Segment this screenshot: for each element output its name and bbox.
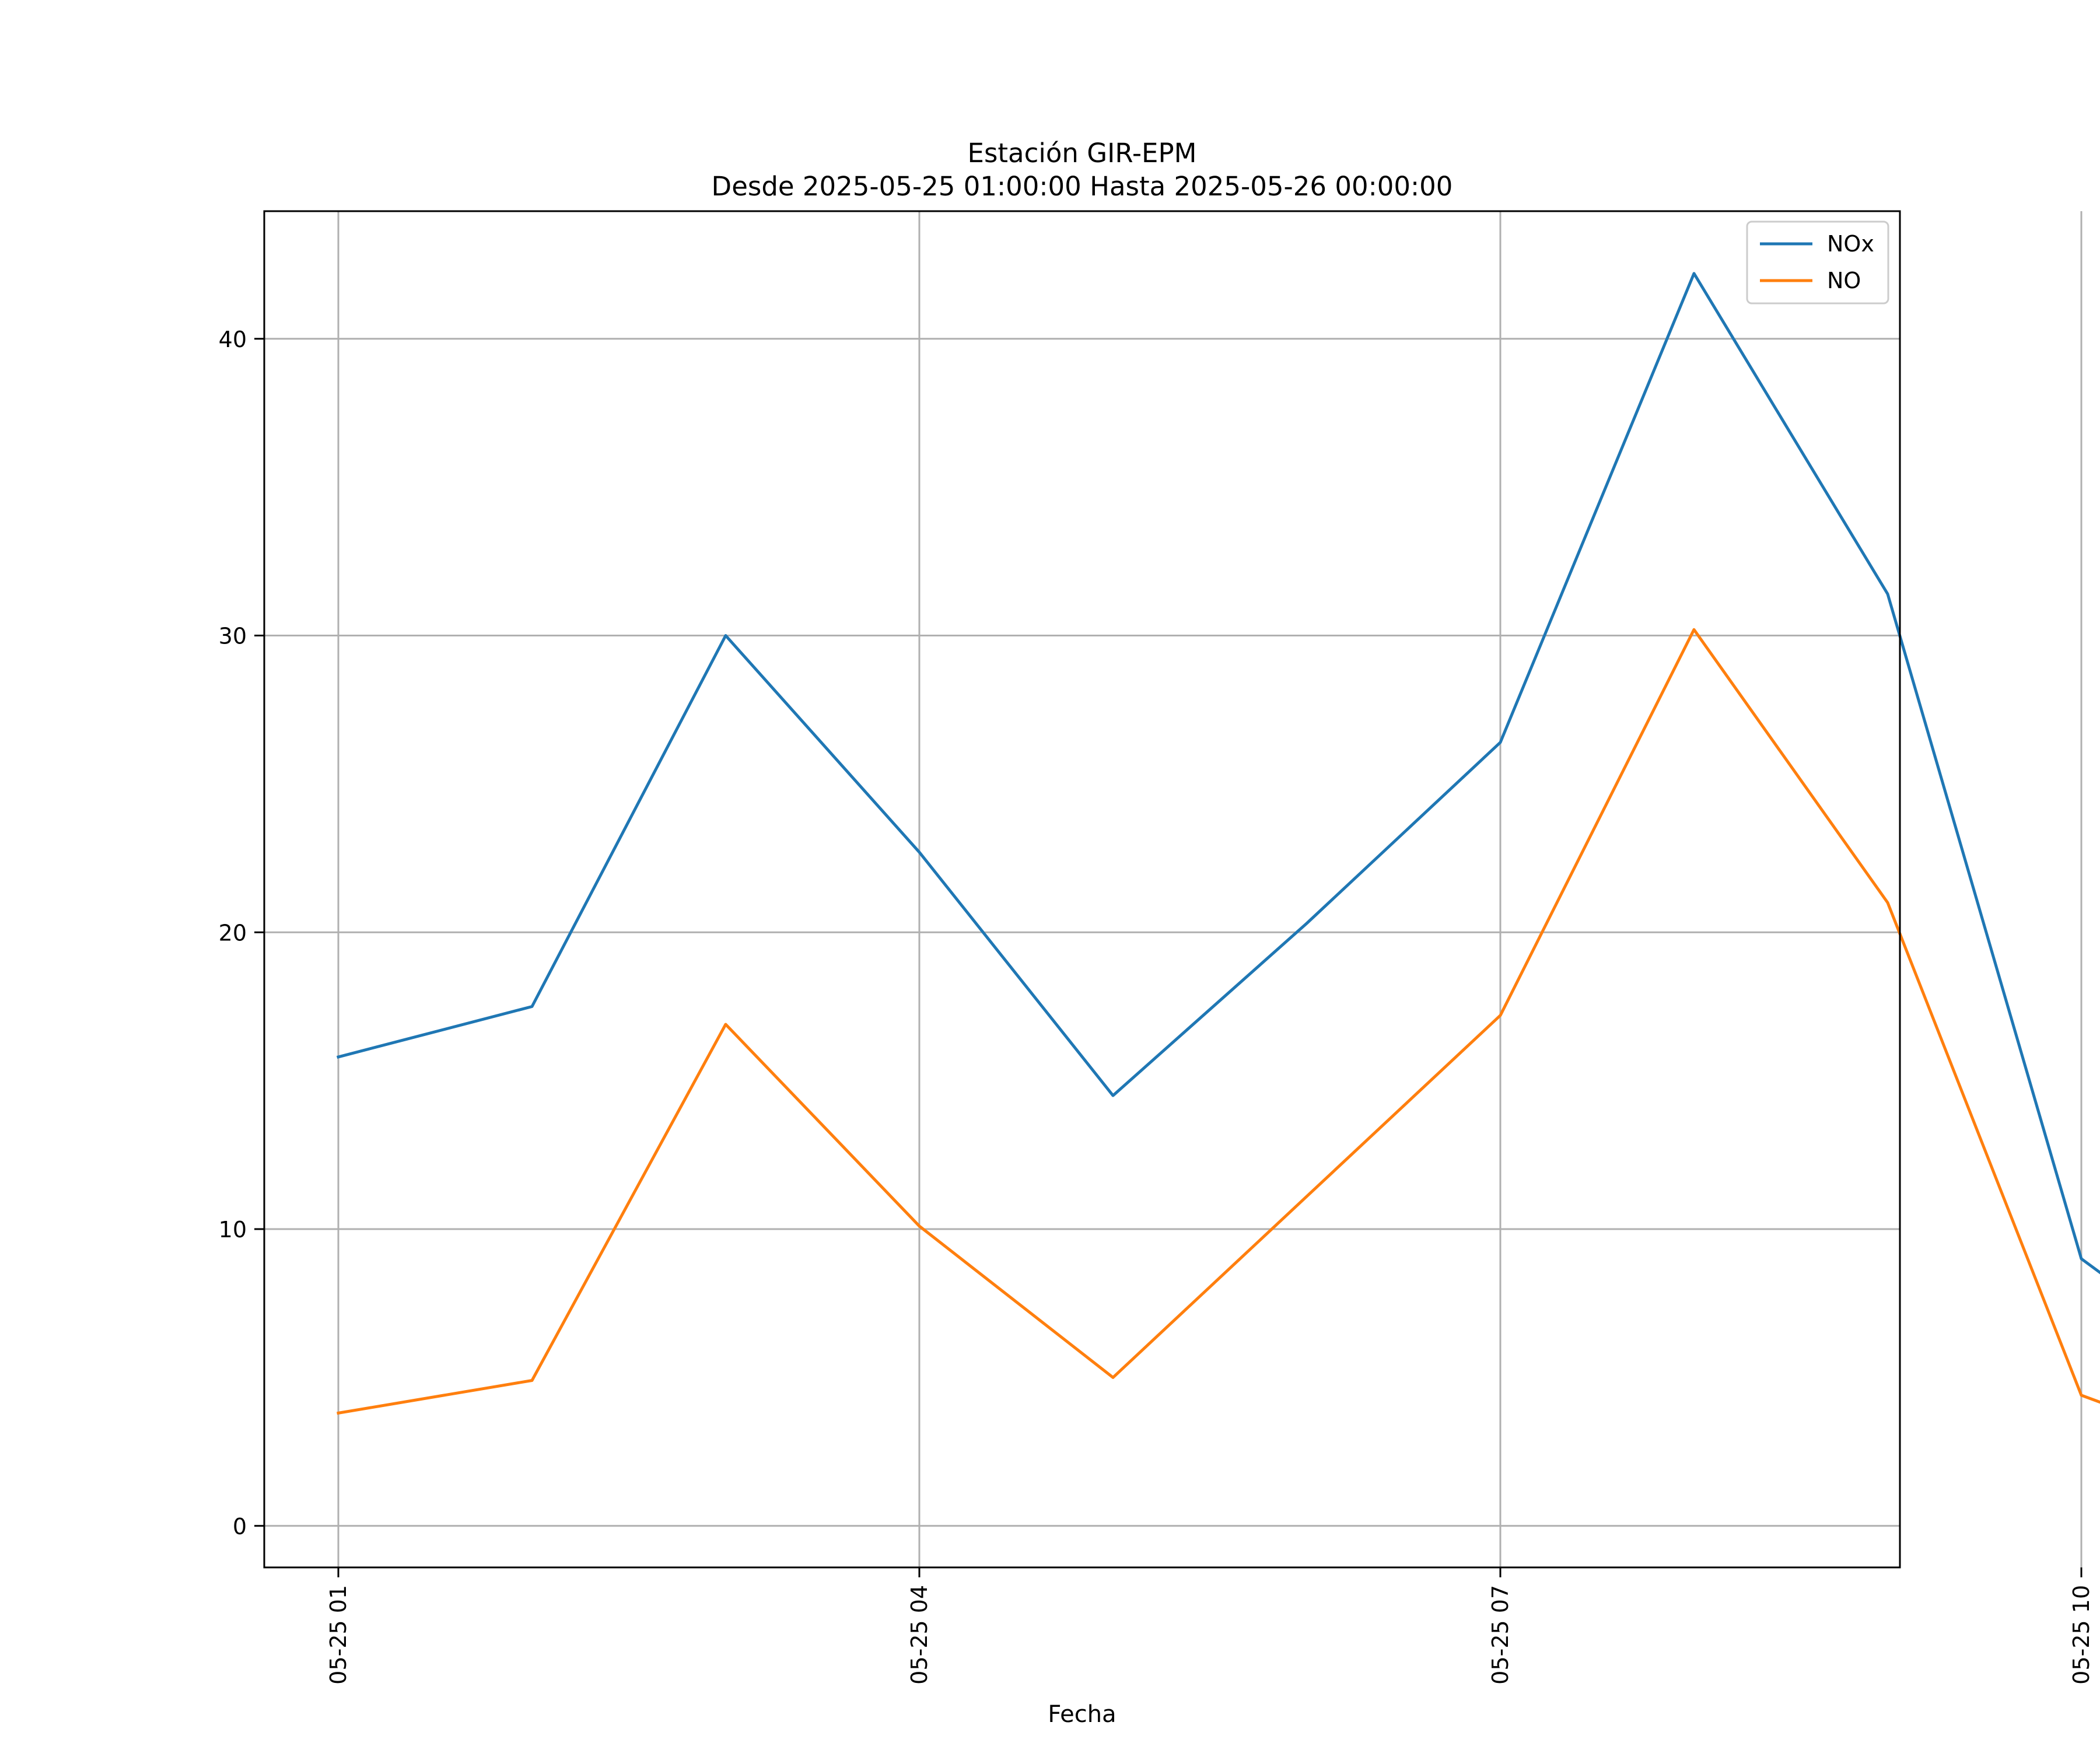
x-axis-label: Fecha <box>1048 1701 1116 1728</box>
y-tick-label: 20 <box>219 920 247 946</box>
legend: NOx NO <box>1746 220 1889 304</box>
chart-subtitle: Desde 2025-05-25 01:00:00 Hasta 2025-05-… <box>712 171 1453 202</box>
legend-box <box>1746 220 1889 304</box>
series-line-nox <box>336 272 2100 1275</box>
x-tick-label: 05-25 04 <box>907 1585 932 1685</box>
y-tick-label: 10 <box>219 1217 247 1242</box>
y-tick-label: 40 <box>219 327 247 352</box>
chart-title: Estación GIR-EPM <box>968 138 1197 169</box>
y-tick-label: 30 <box>219 624 247 649</box>
series-lines <box>336 272 2100 1415</box>
x-tick-label: 05-25 07 <box>1488 1585 1513 1685</box>
legend-label-no: NO <box>1827 268 1861 293</box>
series-line-no <box>337 628 2100 1415</box>
x-tick-label: 05-25 01 <box>326 1585 351 1685</box>
plot-frame <box>263 210 1901 1569</box>
legend-label-nox: NOx <box>1827 231 1874 257</box>
grid <box>264 211 2082 1567</box>
y-tick-label: 0 <box>233 1514 247 1539</box>
x-tick-label: 05-25 10 <box>2068 1585 2094 1685</box>
